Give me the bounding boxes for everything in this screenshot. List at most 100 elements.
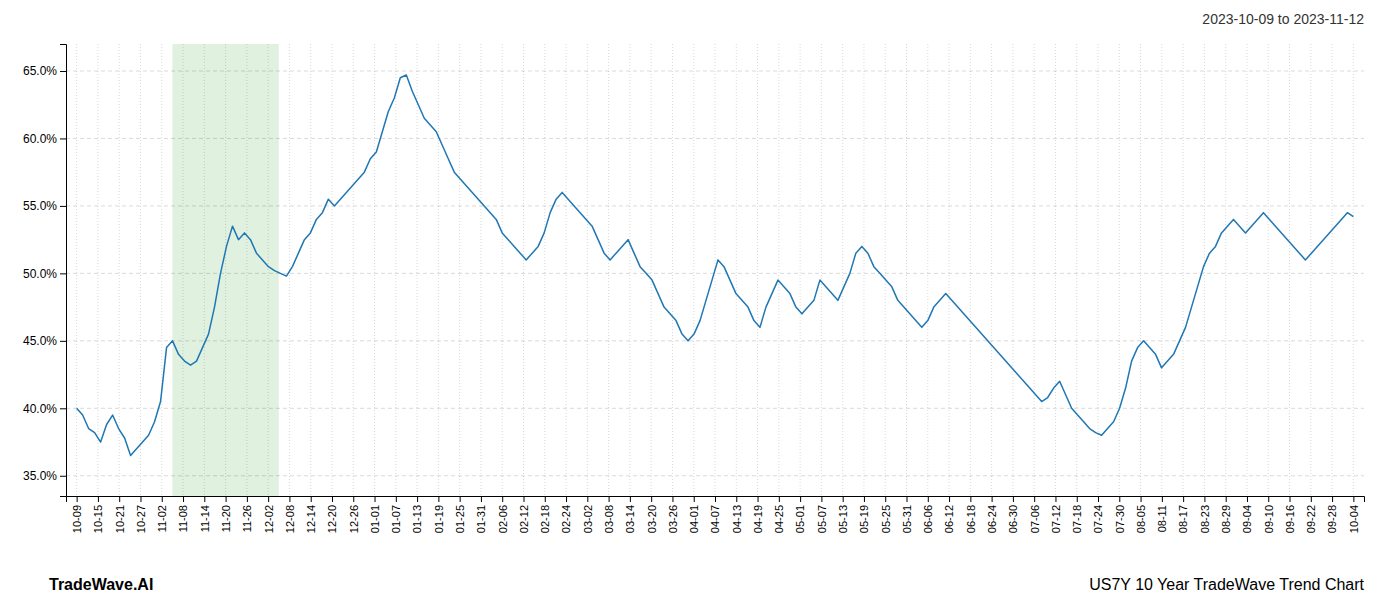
x-grid-line xyxy=(97,44,98,496)
x-tick: 11-20 xyxy=(220,496,232,532)
x-tick: 04-13 xyxy=(731,496,743,533)
x-tick: 02-24 xyxy=(560,496,572,533)
x-tick: 03-20 xyxy=(646,496,658,533)
x-tick-label: 08-17 xyxy=(1177,505,1189,533)
x-tick-label: 04-19 xyxy=(752,505,764,533)
x-axis-line xyxy=(67,497,1365,503)
x-tick-label: 05-31 xyxy=(901,505,913,533)
footer-right: US7Y 10 Year TradeWave Trend Chart xyxy=(1089,576,1364,593)
x-tick-mark xyxy=(481,496,482,502)
x-grid-line xyxy=(459,44,460,496)
x-tick-label: 03-08 xyxy=(603,505,615,533)
x-grid-line xyxy=(672,44,673,496)
x-tick-mark xyxy=(502,496,503,502)
y-tick: 35.0% xyxy=(23,469,66,483)
x-tick-label: 05-01 xyxy=(794,505,806,533)
x-tick: 01-19 xyxy=(433,496,445,533)
x-tick-label: 12-20 xyxy=(326,505,338,533)
x-tick-mark xyxy=(694,496,695,502)
x-tick-label: 11-02 xyxy=(156,505,168,532)
x-tick-label: 07-18 xyxy=(1071,505,1083,533)
x-tick-label: 05-13 xyxy=(837,505,849,533)
x-tick-mark xyxy=(907,496,908,502)
x-tick: 12-26 xyxy=(348,496,360,533)
x-tick-mark xyxy=(630,496,631,502)
y-tick: 40.0% xyxy=(23,402,66,416)
x-tick-mark xyxy=(119,496,120,502)
x-tick-mark xyxy=(545,496,546,502)
x-tick-label: 05-07 xyxy=(816,505,828,533)
x-grid-line xyxy=(587,44,588,496)
x-tick: 06-24 xyxy=(986,496,998,533)
x-tick-label: 09-28 xyxy=(1326,505,1338,533)
x-grid-line xyxy=(1034,44,1035,496)
x-tick-mark xyxy=(140,496,141,502)
x-grid-line xyxy=(1353,44,1354,496)
y-tick-label: 35.0% xyxy=(23,469,57,483)
x-tick-mark xyxy=(1119,496,1120,502)
x-tick-label: 02-24 xyxy=(560,505,572,533)
x-tick-label: 09-16 xyxy=(1284,505,1296,533)
x-grid-line xyxy=(140,44,141,496)
x-tick-label: 08-23 xyxy=(1199,505,1211,533)
y-tick-mark xyxy=(60,476,66,477)
x-tick: 07-30 xyxy=(1114,496,1126,533)
shaded-region xyxy=(172,44,278,496)
x-tick: 10-15 xyxy=(92,496,104,533)
x-grid-line xyxy=(523,44,524,496)
y-tick-mark xyxy=(60,341,66,342)
x-tick-label: 05-25 xyxy=(880,505,892,533)
x-tick-mark xyxy=(928,496,929,502)
x-grid-line xyxy=(417,44,418,496)
x-tick: 05-13 xyxy=(837,496,849,533)
x-tick: 01-31 xyxy=(475,496,487,533)
x-tick: 04-25 xyxy=(773,496,785,533)
x-tick: 04-01 xyxy=(688,496,700,533)
x-grid-line xyxy=(544,44,545,496)
x-grid-line xyxy=(629,44,630,496)
x-tick: 08-29 xyxy=(1220,496,1232,533)
title: 2023-10-09 to 2023-11-12 xyxy=(1202,11,1364,27)
x-tick: 03-08 xyxy=(603,496,615,533)
x-tick: 04-07 xyxy=(709,496,721,533)
x-tick-mark xyxy=(523,496,524,502)
x-tick-label: 11-26 xyxy=(241,505,253,532)
y-tick-label: 45.0% xyxy=(23,334,57,348)
x-tick-mark xyxy=(970,496,971,502)
x-tick-mark xyxy=(587,496,588,502)
x-tick-mark xyxy=(1141,496,1142,502)
x-tick-mark xyxy=(247,496,248,502)
x-tick-label: 11-08 xyxy=(177,505,189,532)
x-tick-label: 06-30 xyxy=(1007,505,1019,533)
x-tick: 11-02 xyxy=(156,496,168,532)
x-tick-mark xyxy=(1290,496,1291,502)
x-tick-mark xyxy=(1353,496,1354,502)
y-grid-line xyxy=(66,138,1364,139)
y-axis: 35.0%40.0%45.0%50.0%55.0%60.0%65.0% xyxy=(23,45,67,497)
x-tick-mark xyxy=(1226,496,1227,502)
x-tick-label: 04-25 xyxy=(773,505,785,533)
x-tick-label: 09-04 xyxy=(1241,505,1253,533)
x-tick: 01-13 xyxy=(411,496,423,533)
x-grid-line xyxy=(204,44,205,496)
x-tick-label: 10-09 xyxy=(71,505,83,533)
x-grid-line xyxy=(863,44,864,496)
x-tick-label: 12-08 xyxy=(284,505,296,533)
x-tick: 01-25 xyxy=(454,496,466,533)
x-tick: 06-30 xyxy=(1007,496,1019,533)
x-tick-mark xyxy=(843,496,844,502)
plot-area xyxy=(172,44,278,496)
x-tick-mark xyxy=(779,496,780,502)
x-tick: 07-06 xyxy=(1029,496,1041,533)
x-tick-mark xyxy=(353,496,354,502)
footer-left: TradeWave.AI xyxy=(49,576,153,593)
x-tick-label: 11-14 xyxy=(199,505,211,532)
y-tick: 60.0% xyxy=(23,132,66,146)
x-grid-line xyxy=(885,44,886,496)
x-tick-label: 05-19 xyxy=(858,505,870,533)
x-tick-label: 07-06 xyxy=(1029,505,1041,533)
x-tick-mark xyxy=(396,496,397,502)
y-grid-line xyxy=(66,273,1364,274)
x-tick: 01-01 xyxy=(369,496,381,533)
x-grid-line xyxy=(1310,44,1311,496)
